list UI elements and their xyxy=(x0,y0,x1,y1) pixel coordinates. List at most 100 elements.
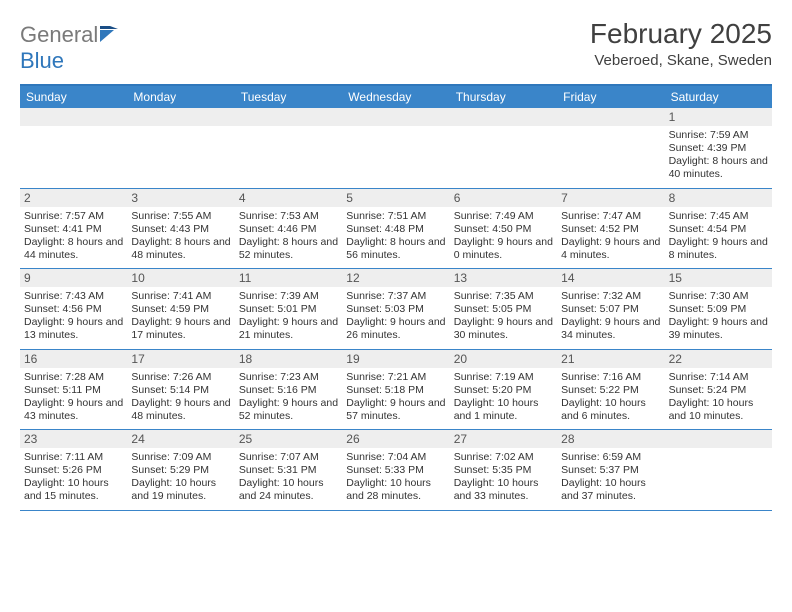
sunrise-text: Sunrise: 7:43 AM xyxy=(24,290,123,303)
sunset-text: Sunset: 5:03 PM xyxy=(346,303,445,316)
calendar-cell: 4Sunrise: 7:53 AMSunset: 4:46 PMDaylight… xyxy=(235,189,342,269)
calendar-cell: 11Sunrise: 7:39 AMSunset: 5:01 PMDayligh… xyxy=(235,269,342,349)
calendar-cell: 5 Sunrise: 7:51 AMSunset: 4:48 PMDaylight… xyxy=(342,189,449,269)
day-number: 12 xyxy=(342,269,449,287)
sunrise-text: Sunrise: 7:51 AM xyxy=(346,210,445,223)
day-number: 4 xyxy=(235,189,342,207)
day-info: Sunrise: 7:02 AMSunset: 5:35 PMDaylight:… xyxy=(454,451,553,504)
dayhead-tue: Tuesday xyxy=(235,86,342,108)
day-number: 22 xyxy=(665,350,772,368)
calendar-cell: 2Sunrise: 7:57 AMSunset: 4:41 PMDaylight… xyxy=(20,189,127,269)
day-info: Sunrise: 7:35 AMSunset: 5:05 PMDaylight:… xyxy=(454,290,553,343)
calendar-cell: 26Sunrise: 7:04 AMSunset: 5:33 PMDayligh… xyxy=(342,430,449,510)
day-info: Sunrise: 7:39 AMSunset: 5:01 PMDaylight:… xyxy=(239,290,338,343)
calendar-cell: 12 Sunrise: 7:37 AMSunset: 5:03 PMDayligh… xyxy=(342,269,449,349)
day-number xyxy=(20,108,127,126)
day-info: Sunrise: 7:55 AMSunset: 4:43 PMDaylight:… xyxy=(131,210,230,263)
calendar-body: 1Sunrise: 7:59 AMSunset: 4:39 PMDaylight… xyxy=(20,108,772,511)
calendar-cell: 9Sunrise: 7:43 AMSunset: 4:56 PMDaylight… xyxy=(20,269,127,349)
daylight-text: Daylight: 8 hours and 52 minutes. xyxy=(239,236,338,262)
sunrise-text: Sunrise: 7:45 AM xyxy=(669,210,768,223)
daylight-text: Daylight: 9 hours and 52 minutes. xyxy=(239,397,338,423)
daylight-text: Daylight: 9 hours and 8 minutes. xyxy=(669,236,768,262)
logo-word-1: General xyxy=(20,22,98,47)
calendar-cell: 25Sunrise: 7:07 AMSunset: 5:31 PMDayligh… xyxy=(235,430,342,510)
calendar-cell: 15 Sunrise: 7:30 AMSunset: 5:09 PMDayligh… xyxy=(665,269,772,349)
daylight-text: Daylight: 9 hours and 0 minutes. xyxy=(454,236,553,262)
sunset-text: Sunset: 5:14 PM xyxy=(131,384,230,397)
sunset-text: Sunset: 4:56 PM xyxy=(24,303,123,316)
daylight-text: Daylight: 10 hours and 6 minutes. xyxy=(561,397,660,423)
day-info: Sunrise: 7:28 AMSunset: 5:11 PMDaylight:… xyxy=(24,371,123,424)
day-number: 24 xyxy=(127,430,234,448)
sunrise-text: Sunrise: 7:09 AM xyxy=(131,451,230,464)
sunrise-text: Sunrise: 7:53 AM xyxy=(239,210,338,223)
sunrise-text: Sunrise: 7:37 AM xyxy=(346,290,445,303)
day-number xyxy=(557,108,664,126)
day-number: 15 xyxy=(665,269,772,287)
day-number xyxy=(235,108,342,126)
logo-flag-icon xyxy=(100,26,122,45)
day-number: 27 xyxy=(450,430,557,448)
sunrise-text: Sunrise: 7:57 AM xyxy=(24,210,123,223)
day-info: Sunrise: 7:21 AMSunset: 5:18 PMDaylight:… xyxy=(346,371,445,424)
sunrise-text: Sunrise: 7:14 AM xyxy=(669,371,768,384)
daylight-text: Daylight: 8 hours and 48 minutes. xyxy=(131,236,230,262)
dayhead-wed: Wednesday xyxy=(342,86,449,108)
sunrise-text: Sunrise: 7:35 AM xyxy=(454,290,553,303)
sunrise-text: Sunrise: 7:02 AM xyxy=(454,451,553,464)
calendar-cell: 21Sunrise: 7:16 AMSunset: 5:22 PMDayligh… xyxy=(557,350,664,430)
calendar-cell: 24Sunrise: 7:09 AMSunset: 5:29 PMDayligh… xyxy=(127,430,234,510)
day-info: Sunrise: 7:57 AMSunset: 4:41 PMDaylight:… xyxy=(24,210,123,263)
sunrise-text: Sunrise: 7:41 AM xyxy=(131,290,230,303)
day-info: Sunrise: 7:04 AMSunset: 5:33 PMDaylight:… xyxy=(346,451,445,504)
day-number: 8 xyxy=(665,189,772,207)
day-info: Sunrise: 7:47 AMSunset: 4:52 PMDaylight:… xyxy=(561,210,660,263)
sunrise-text: Sunrise: 7:32 AM xyxy=(561,290,660,303)
sunrise-text: Sunrise: 7:07 AM xyxy=(239,451,338,464)
day-info: Sunrise: 7:49 AMSunset: 4:50 PMDaylight:… xyxy=(454,210,553,263)
calendar-cell: 18Sunrise: 7:23 AMSunset: 5:16 PMDayligh… xyxy=(235,350,342,430)
dayhead-mon: Monday xyxy=(127,86,234,108)
day-info: Sunrise: 7:19 AMSunset: 5:20 PMDaylight:… xyxy=(454,371,553,424)
day-number: 5 xyxy=(342,189,449,207)
sunset-text: Sunset: 4:54 PM xyxy=(669,223,768,236)
daylight-text: Daylight: 9 hours and 48 minutes. xyxy=(131,397,230,423)
sunset-text: Sunset: 5:20 PM xyxy=(454,384,553,397)
calendar-cell: 10Sunrise: 7:41 AMSunset: 4:59 PMDayligh… xyxy=(127,269,234,349)
dayhead-thu: Thursday xyxy=(450,86,557,108)
calendar-cell xyxy=(665,430,772,510)
day-info: Sunrise: 7:07 AMSunset: 5:31 PMDaylight:… xyxy=(239,451,338,504)
sunrise-text: Sunrise: 7:16 AM xyxy=(561,371,660,384)
day-number: 9 xyxy=(20,269,127,287)
daylight-text: Daylight: 8 hours and 44 minutes. xyxy=(24,236,123,262)
sunset-text: Sunset: 4:48 PM xyxy=(346,223,445,236)
calendar-week: 1Sunrise: 7:59 AMSunset: 4:39 PMDaylight… xyxy=(20,108,772,189)
daylight-text: Daylight: 9 hours and 21 minutes. xyxy=(239,316,338,342)
day-number: 3 xyxy=(127,189,234,207)
sunset-text: Sunset: 5:07 PM xyxy=(561,303,660,316)
day-number: 16 xyxy=(20,350,127,368)
day-info: Sunrise: 7:45 AMSunset: 4:54 PMDaylight:… xyxy=(669,210,768,263)
sunset-text: Sunset: 5:26 PM xyxy=(24,464,123,477)
sunset-text: Sunset: 4:41 PM xyxy=(24,223,123,236)
day-number xyxy=(450,108,557,126)
daylight-text: Daylight: 10 hours and 28 minutes. xyxy=(346,477,445,503)
sunset-text: Sunset: 5:18 PM xyxy=(346,384,445,397)
sunrise-text: Sunrise: 7:49 AM xyxy=(454,210,553,223)
sunset-text: Sunset: 5:16 PM xyxy=(239,384,338,397)
daylight-text: Daylight: 8 hours and 40 minutes. xyxy=(669,155,768,181)
day-info: Sunrise: 7:51 AMSunset: 4:48 PMDaylight:… xyxy=(346,210,445,263)
day-info: Sunrise: 7:59 AMSunset: 4:39 PMDaylight:… xyxy=(669,129,768,182)
daylight-text: Daylight: 9 hours and 26 minutes. xyxy=(346,316,445,342)
calendar: Sunday Monday Tuesday Wednesday Thursday… xyxy=(20,84,772,511)
daylight-text: Daylight: 9 hours and 43 minutes. xyxy=(24,397,123,423)
logo: General Blue xyxy=(20,22,122,74)
day-info: Sunrise: 7:11 AMSunset: 5:26 PMDaylight:… xyxy=(24,451,123,504)
sunrise-text: Sunrise: 7:19 AM xyxy=(454,371,553,384)
sunset-text: Sunset: 4:59 PM xyxy=(131,303,230,316)
sunset-text: Sunset: 5:35 PM xyxy=(454,464,553,477)
day-info: Sunrise: 7:30 AMSunset: 5:09 PMDaylight:… xyxy=(669,290,768,343)
sunset-text: Sunset: 5:31 PM xyxy=(239,464,338,477)
calendar-cell xyxy=(557,108,664,188)
